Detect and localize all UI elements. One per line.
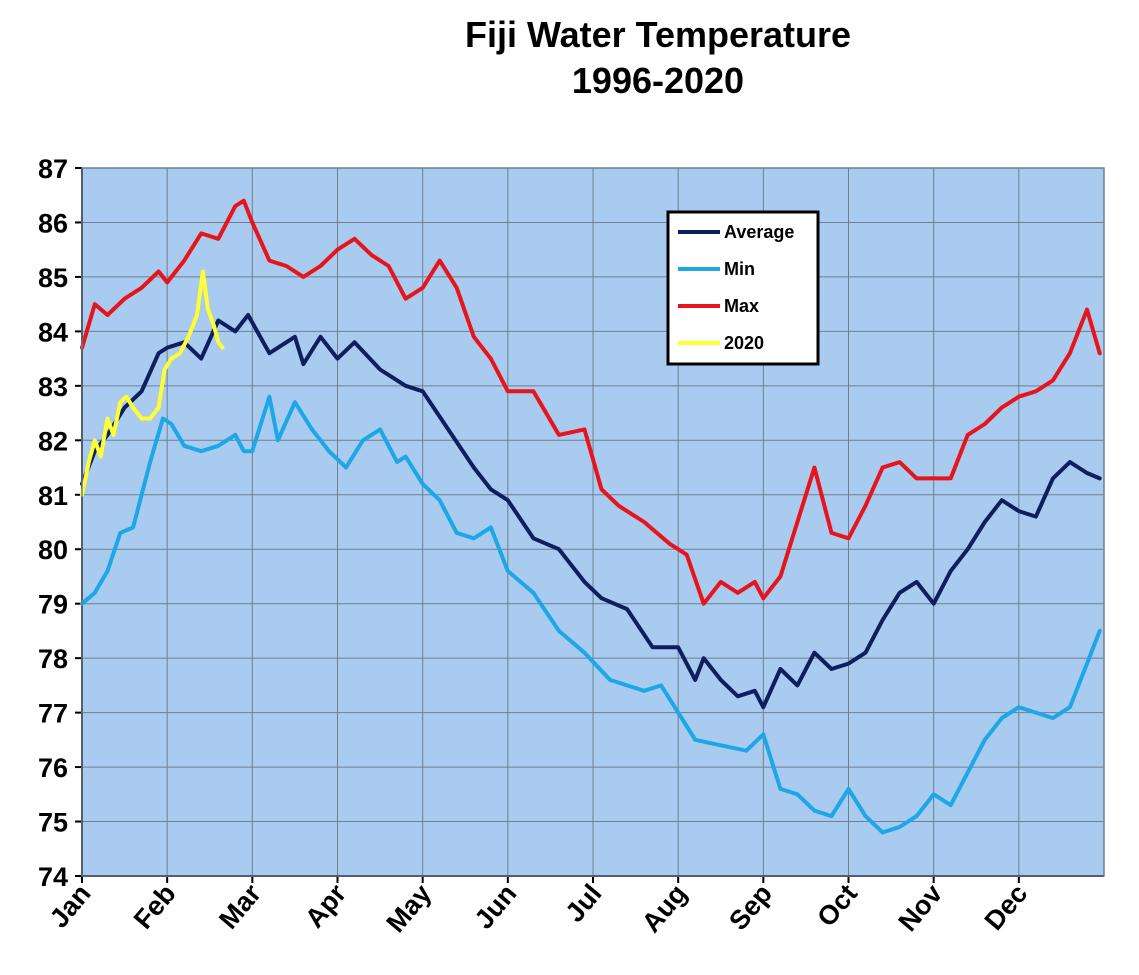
- x-tick-label: Jun: [469, 879, 523, 935]
- series-line-2020: [80, 269, 225, 497]
- y-tick-label: 80: [38, 535, 68, 565]
- y-tick-label: 81: [38, 481, 68, 511]
- legend-label: Min: [724, 259, 755, 279]
- x-axis: Jan Feb Mar Apr May Jun Jul Aug Sep Oct Nov Dec: [44, 875, 1104, 939]
- y-tick-label: 76: [38, 753, 68, 783]
- series-line-max: [80, 198, 1102, 606]
- y-tick-label: 84: [38, 317, 68, 347]
- chart-title: Fiji Water Temperature: [464, 14, 852, 55]
- y-tick-label: 74: [38, 862, 68, 892]
- series-group: [80, 198, 1102, 835]
- x-tick-label: Sep: [723, 879, 778, 936]
- series-line-min: [80, 394, 1102, 835]
- chart-subtitle: 1996-2020: [571, 60, 745, 101]
- legend: Average Min Max 2020: [666, 210, 820, 366]
- x-tick-label: Nov: [892, 879, 948, 937]
- y-tick-label: 78: [38, 644, 68, 674]
- legend-label: 2020: [724, 333, 764, 353]
- chart-title-block: Fiji Water Temperature 1996-2020: [358, 12, 958, 104]
- y-tick-label: 79: [38, 590, 68, 620]
- y-tick-label: 77: [38, 699, 68, 729]
- x-tick-label: May: [381, 879, 438, 939]
- legend-label: Max: [724, 296, 759, 316]
- y-tick-label: 85: [38, 263, 68, 293]
- y-tick-label: 82: [38, 426, 68, 456]
- y-tick-label: 83: [38, 372, 68, 402]
- x-tick-label: Jul: [560, 879, 608, 928]
- x-tick-label: Mar: [213, 878, 267, 934]
- y-tick-label: 86: [38, 208, 68, 238]
- y-tick-label: 87: [38, 154, 68, 184]
- legend-label: Average: [724, 222, 794, 242]
- legend-box: [666, 210, 820, 366]
- x-tick-label: Apr: [299, 878, 352, 933]
- y-tick-label: 75: [38, 808, 68, 838]
- x-tick-label: Dec: [979, 879, 1034, 936]
- plot-border: [81, 167, 1105, 877]
- x-tick-label: Oct: [811, 879, 863, 933]
- x-tick-label: Feb: [128, 879, 182, 935]
- x-tick-label: Aug: [636, 879, 693, 938]
- series-line-average: [80, 313, 1102, 710]
- y-axis: 74 75 76 77 78 79 80 81 82 83 84 85 86 87: [38, 154, 83, 892]
